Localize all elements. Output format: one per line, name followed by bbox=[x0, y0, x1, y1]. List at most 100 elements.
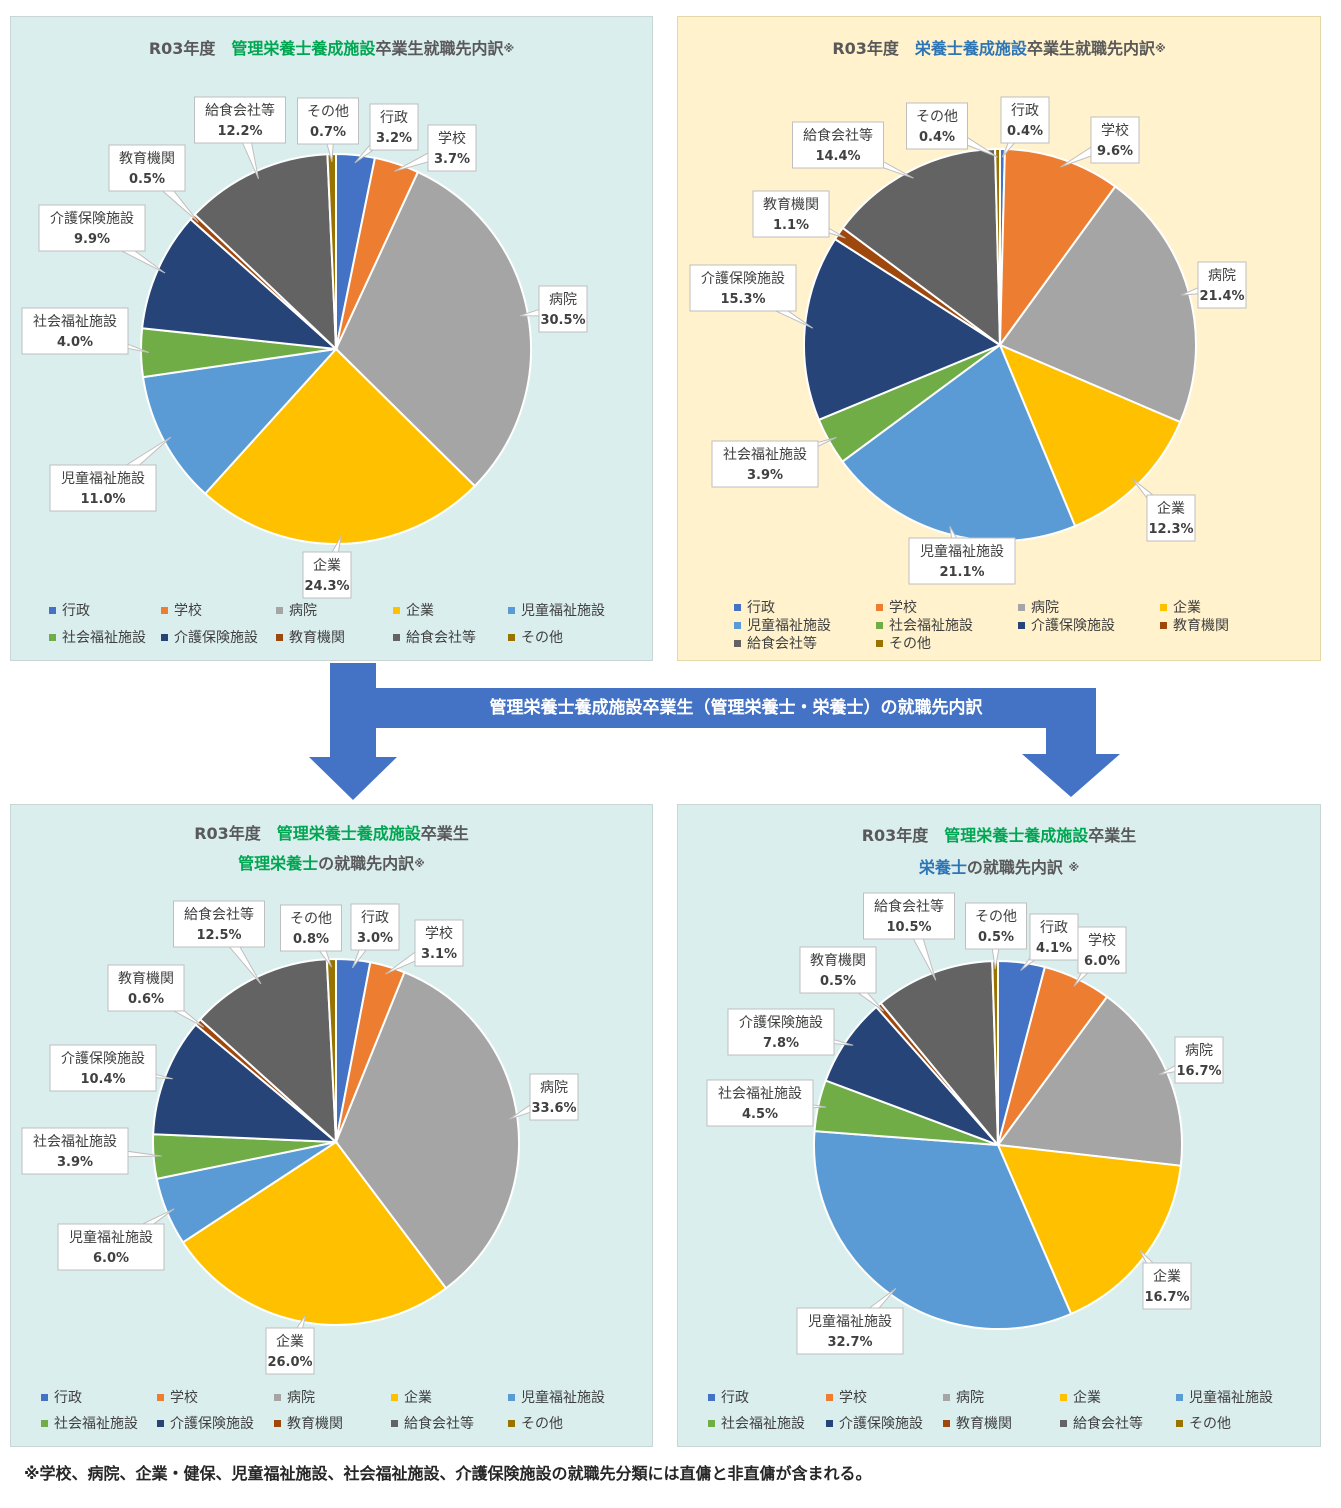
data-label-value-d-8: 10.5% bbox=[886, 920, 931, 935]
legend-label-c-8: 給食会社等 bbox=[404, 1416, 474, 1432]
data-label-category-b-6: 介護保険施設 bbox=[701, 271, 785, 287]
data-label-value-d-2: 16.7% bbox=[1176, 1064, 1221, 1079]
data-label-category-c-8: 給食会社等 bbox=[184, 906, 254, 923]
legend-label-a-3: 企業 bbox=[406, 603, 434, 619]
legend-item-d-3: 企業 bbox=[1060, 1387, 1101, 1407]
data-label-value-b-8: 14.4% bbox=[815, 149, 860, 164]
data-label-category-d-0: 行政 bbox=[1040, 920, 1068, 936]
legend-swatch-c-4 bbox=[508, 1393, 515, 1401]
callout-box-c-0 bbox=[350, 903, 400, 951]
legend-label-b-4: 児童福祉施設 bbox=[747, 618, 831, 634]
legend-label-a-0: 行政 bbox=[62, 603, 90, 619]
callout-box-b-4 bbox=[908, 537, 1016, 585]
legend-swatch-c-2 bbox=[274, 1393, 281, 1401]
legend-label-d-9: その他 bbox=[1189, 1416, 1231, 1432]
callout-box-d-8 bbox=[863, 892, 955, 940]
data-label-category-a-7: 教育機関 bbox=[119, 151, 175, 167]
data-label-category-b-2: 病院 bbox=[1208, 268, 1236, 284]
callout-box-c-7 bbox=[107, 964, 185, 1012]
data-label-value-a-6: 9.9% bbox=[74, 232, 110, 247]
callout-box-d-2 bbox=[1174, 1036, 1224, 1084]
legend-item-d-6: 介護保険施設 bbox=[826, 1413, 923, 1433]
legend-swatch-a-8 bbox=[393, 633, 400, 641]
data-label-value-d-3: 16.7% bbox=[1144, 1290, 1189, 1305]
callout-box-d-1 bbox=[1077, 926, 1127, 974]
data-label-category-d-9: その他 bbox=[975, 909, 1017, 925]
data-label-category-a-3: 企業 bbox=[313, 557, 341, 574]
callout-box-a-1 bbox=[427, 124, 477, 172]
callout-box-c-3 bbox=[265, 1327, 315, 1375]
data-label-category-c-3: 企業 bbox=[276, 1333, 304, 1350]
data-label-value-b-6: 15.3% bbox=[720, 292, 765, 307]
legend-label-a-8: 給食会社等 bbox=[406, 630, 476, 646]
legend-label-b-6: 介護保険施設 bbox=[1031, 618, 1115, 634]
data-label-value-a-0: 3.2% bbox=[376, 131, 412, 146]
data-label-category-b-8: 給食会社等 bbox=[803, 127, 873, 144]
legend-swatch-a-4 bbox=[508, 606, 515, 614]
legend-item-d-7: 教育機関 bbox=[943, 1413, 1012, 1433]
callout-box-d-9 bbox=[965, 902, 1027, 950]
pie-chart-a: 行政 3.2% 学校 3.7% 病院 30.5% 企業 24.3% 児童福祉施設 11.0% 社会福… bbox=[21, 96, 588, 599]
legend-label-b-3: 企業 bbox=[1173, 600, 1201, 616]
chart-title-b: R03年度 栄養士養成施設卒業生就職先内訳※ bbox=[832, 39, 1166, 58]
data-label-value-d-6: 7.8% bbox=[763, 1036, 799, 1051]
footnote: ※学校、病院、企業・健保、児童福祉施設、社会福祉施設、介護保険施設の就職先分類に… bbox=[24, 1464, 872, 1483]
legend-item-b-1: 学校 bbox=[876, 597, 917, 617]
legend-label-b-8: 給食会社等 bbox=[747, 636, 817, 652]
legend-swatch-c-5 bbox=[41, 1419, 48, 1427]
legend-swatch-b-1 bbox=[876, 603, 883, 611]
legend-label-a-9: その他 bbox=[521, 630, 563, 646]
legend-swatch-d-3 bbox=[1060, 1393, 1067, 1401]
data-label-category-a-4: 児童福祉施設 bbox=[61, 470, 145, 487]
legend-swatch-b-2 bbox=[1018, 603, 1025, 611]
legend-item-a-2: 病院 bbox=[276, 600, 317, 620]
data-label-value-c-6: 10.4% bbox=[80, 1072, 125, 1087]
callout-box-c-2 bbox=[529, 1073, 579, 1121]
legend-item-b-9: その他 bbox=[876, 633, 931, 653]
callout-box-b-0 bbox=[1000, 96, 1050, 144]
data-label-value-b-4: 21.1% bbox=[939, 565, 984, 580]
data-label-value-c-9: 0.8% bbox=[293, 932, 329, 947]
pie-chart-b: 行政 0.4% 学校 9.6% 病院 21.4% 企業 12.3% 児童福祉施設 21.1% 社会福… bbox=[689, 96, 1247, 585]
callout-box-d-7 bbox=[799, 946, 877, 994]
data-label-value-b-0: 0.4% bbox=[1007, 124, 1043, 139]
legend-label-c-6: 介護保険施設 bbox=[170, 1416, 254, 1432]
legend-label-c-9: その他 bbox=[521, 1416, 563, 1432]
pie-chart-c: 行政 3.0% 学校 3.1% 病院 33.6% 企業 26.0% 児童福祉施設 6.0% 社会福祉… bbox=[21, 900, 579, 1375]
legend-swatch-c-3 bbox=[391, 1393, 398, 1401]
legend-swatch-c-7 bbox=[274, 1419, 281, 1427]
pie-slice-b-9 bbox=[994, 147, 1001, 346]
callout-box-a-9 bbox=[297, 97, 359, 145]
legend-label-c-4: 児童福祉施設 bbox=[521, 1390, 605, 1406]
legend-item-d-1: 学校 bbox=[826, 1387, 867, 1407]
callout-box-c-6 bbox=[49, 1044, 157, 1092]
legend-label-b-0: 行政 bbox=[747, 600, 775, 616]
pie-slice-d-4 bbox=[813, 1130, 1073, 1330]
data-label-category-a-2: 病院 bbox=[549, 292, 577, 308]
pie-slice-c-2 bbox=[334, 970, 520, 1290]
data-label-category-d-7: 教育機関 bbox=[810, 953, 866, 969]
legend-label-b-1: 学校 bbox=[889, 600, 917, 616]
data-label-value-c-0: 3.0% bbox=[357, 931, 393, 946]
callout-box-b-8 bbox=[792, 121, 884, 169]
legend-swatch-d-9 bbox=[1176, 1419, 1183, 1427]
data-label-value-b-3: 12.3% bbox=[1148, 522, 1193, 537]
legend-swatch-c-8 bbox=[391, 1419, 398, 1427]
legend-item-c-4: 児童福祉施設 bbox=[508, 1387, 605, 1407]
pie-slice-a-3 bbox=[203, 347, 477, 545]
data-label-category-c-6: 介護保険施設 bbox=[61, 1051, 145, 1067]
legend-swatch-a-6 bbox=[161, 633, 168, 641]
legend-swatch-b-6 bbox=[1018, 621, 1025, 629]
data-label-category-a-1: 学校 bbox=[438, 130, 466, 147]
legend-label-b-9: その他 bbox=[889, 636, 931, 652]
callout-box-d-4 bbox=[796, 1307, 904, 1355]
data-label-category-a-6: 介護保険施設 bbox=[50, 211, 134, 227]
data-label-value-a-8: 12.2% bbox=[217, 124, 262, 139]
data-label-category-b-7: 教育機関 bbox=[763, 197, 819, 213]
legend-swatch-b-9 bbox=[876, 639, 883, 647]
legend-item-b-3: 企業 bbox=[1160, 597, 1201, 617]
data-label-category-b-4: 児童福祉施設 bbox=[920, 543, 1004, 560]
callout-box-a-4 bbox=[49, 464, 157, 512]
legend-label-b-7: 教育機関 bbox=[1173, 618, 1229, 634]
